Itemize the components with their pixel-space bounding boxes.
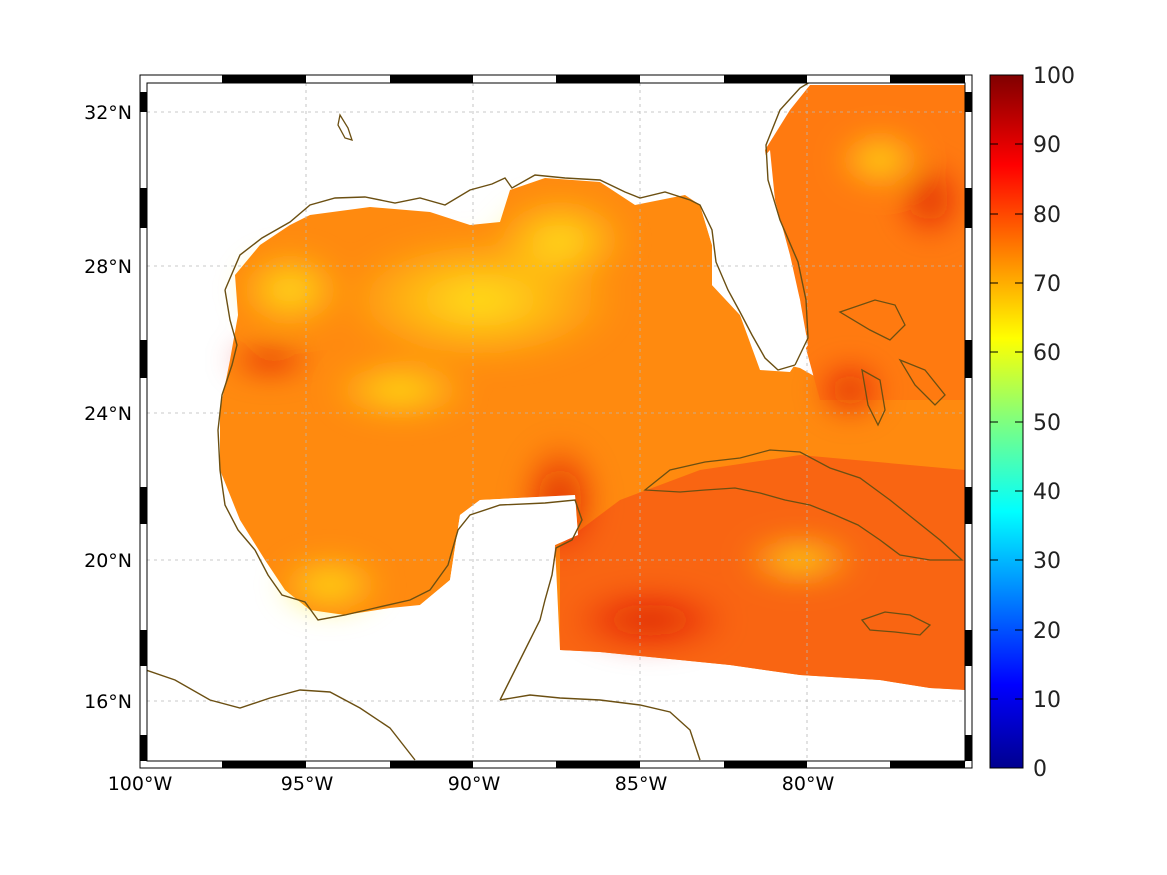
x-tick-label: 100°W [108,773,173,795]
colorbar-label: 100 [1033,64,1075,89]
bahamas-outline [838,299,906,341]
land-mask-florida [700,150,808,372]
colorbar-label: 60 [1033,341,1061,366]
y-tick-label: 32°N [84,102,132,124]
coastline-florida-east [765,83,810,366]
y-tick-label: 16°N [84,691,132,713]
colorbar: 100 90 80 70 60 50 40 30 20 10 0 [989,64,1075,782]
y-axis-labels: 32°N 28°N 24°N 20°N 16°N [84,102,132,713]
jamaica-outline [860,611,932,636]
y-tick-label: 28°N [84,256,132,278]
land-mask-yucatan [420,495,578,655]
bahamas-outline-2 [861,368,886,427]
y-tick-label: 20°N [84,550,132,572]
map-frame [139,74,973,769]
coastline-central-america [147,669,416,761]
x-tick-label: 90°W [448,773,501,795]
bahamas-outline-3 [898,358,946,406]
colorbar-label: 0 [1033,757,1047,782]
colorbar-label: 80 [1033,203,1061,228]
coastline-honduras [499,694,701,761]
colorbar-ticks [990,143,1023,700]
cuba-outline [643,449,964,561]
y-tick-label: 24°N [84,403,132,425]
x-tick-label: 80°W [782,773,835,795]
colorbar-label: 20 [1033,619,1061,644]
colorbar-label: 90 [1033,133,1061,158]
coastline-gulf-north [224,174,796,371]
colorbar-label: 50 [1033,411,1061,436]
x-tick-label: 95°W [281,773,334,795]
colorbar-label: 30 [1033,549,1061,574]
coastlines [147,83,964,761]
colorbar-label: 40 [1033,480,1061,505]
graticule [147,83,965,761]
colorbar-label: 10 [1033,688,1061,713]
data-field [220,85,965,690]
colorbar-label: 70 [1033,272,1061,297]
x-tick-label: 85°W [615,773,668,795]
coastline-mexico-east [217,289,583,701]
lake-outline [337,113,354,141]
x-axis-labels: 100°W 95°W 90°W 85°W 80°W [108,773,835,795]
